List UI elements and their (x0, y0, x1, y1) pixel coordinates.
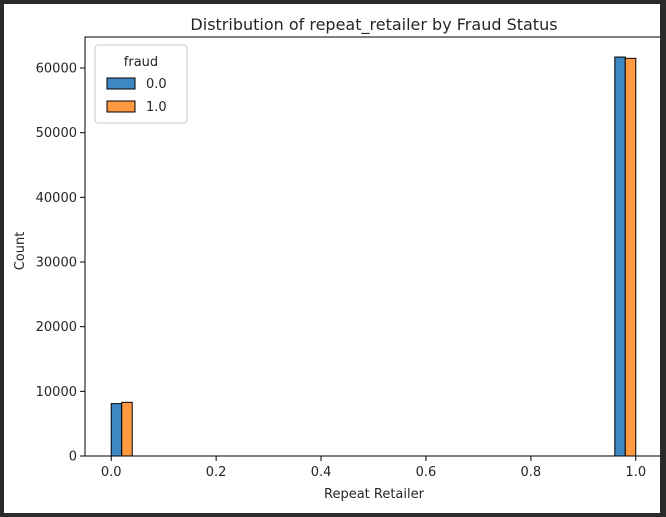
bar-fraud-1-bin-0 (121, 401, 133, 457)
y-tick-label-4: 40000 (36, 191, 77, 206)
x-tick-label-4: 0.8 (521, 465, 542, 480)
y-tick-label-3: 30000 (36, 256, 77, 271)
y-tick-label-1: 10000 (36, 385, 77, 400)
legend-label-fraud-1: 1.0 (146, 100, 167, 115)
bar-fraud-0-bin-1 (614, 56, 626, 457)
bar-fraud-0-bin-0 (110, 403, 123, 457)
x-tick-label-3: 0.6 (416, 465, 437, 480)
legend-title: fraud (124, 55, 158, 70)
y-axis-label: Count (13, 232, 28, 271)
legend-swatch-fraud-0 (106, 77, 136, 90)
legend: fraud 0.0 1.0 (94, 44, 188, 124)
bars-group (110, 56, 637, 457)
x-tick-label-0: 0.0 (101, 465, 122, 480)
figure: Distribution of repeat_retailer by Fraud… (4, 4, 663, 513)
legend-swatch-fraud-1 (106, 100, 136, 113)
histogram-chart: Distribution of repeat_retailer by Fraud… (13, 15, 663, 502)
y-ticks: 0 10000 20000 30000 40000 50000 60000 (36, 62, 85, 465)
y-tick-label-0: 0 (69, 450, 77, 465)
y-tick-label-5: 50000 (36, 126, 77, 141)
x-tick-label-5: 1.0 (625, 465, 646, 480)
bar-fraud-1-bin-1 (624, 57, 637, 457)
x-ticks: 0.0 0.2 0.4 0.6 0.8 1.0 (101, 456, 646, 480)
x-tick-label-2: 0.4 (311, 465, 332, 480)
y-tick-label-6: 60000 (36, 62, 77, 77)
x-tick-label-1: 0.2 (206, 465, 227, 480)
x-axis-label: Repeat Retailer (324, 487, 425, 502)
legend-label-fraud-0: 0.0 (146, 77, 167, 92)
chart-title: Distribution of repeat_retailer by Fraud… (190, 15, 557, 35)
y-tick-label-2: 20000 (36, 320, 77, 335)
